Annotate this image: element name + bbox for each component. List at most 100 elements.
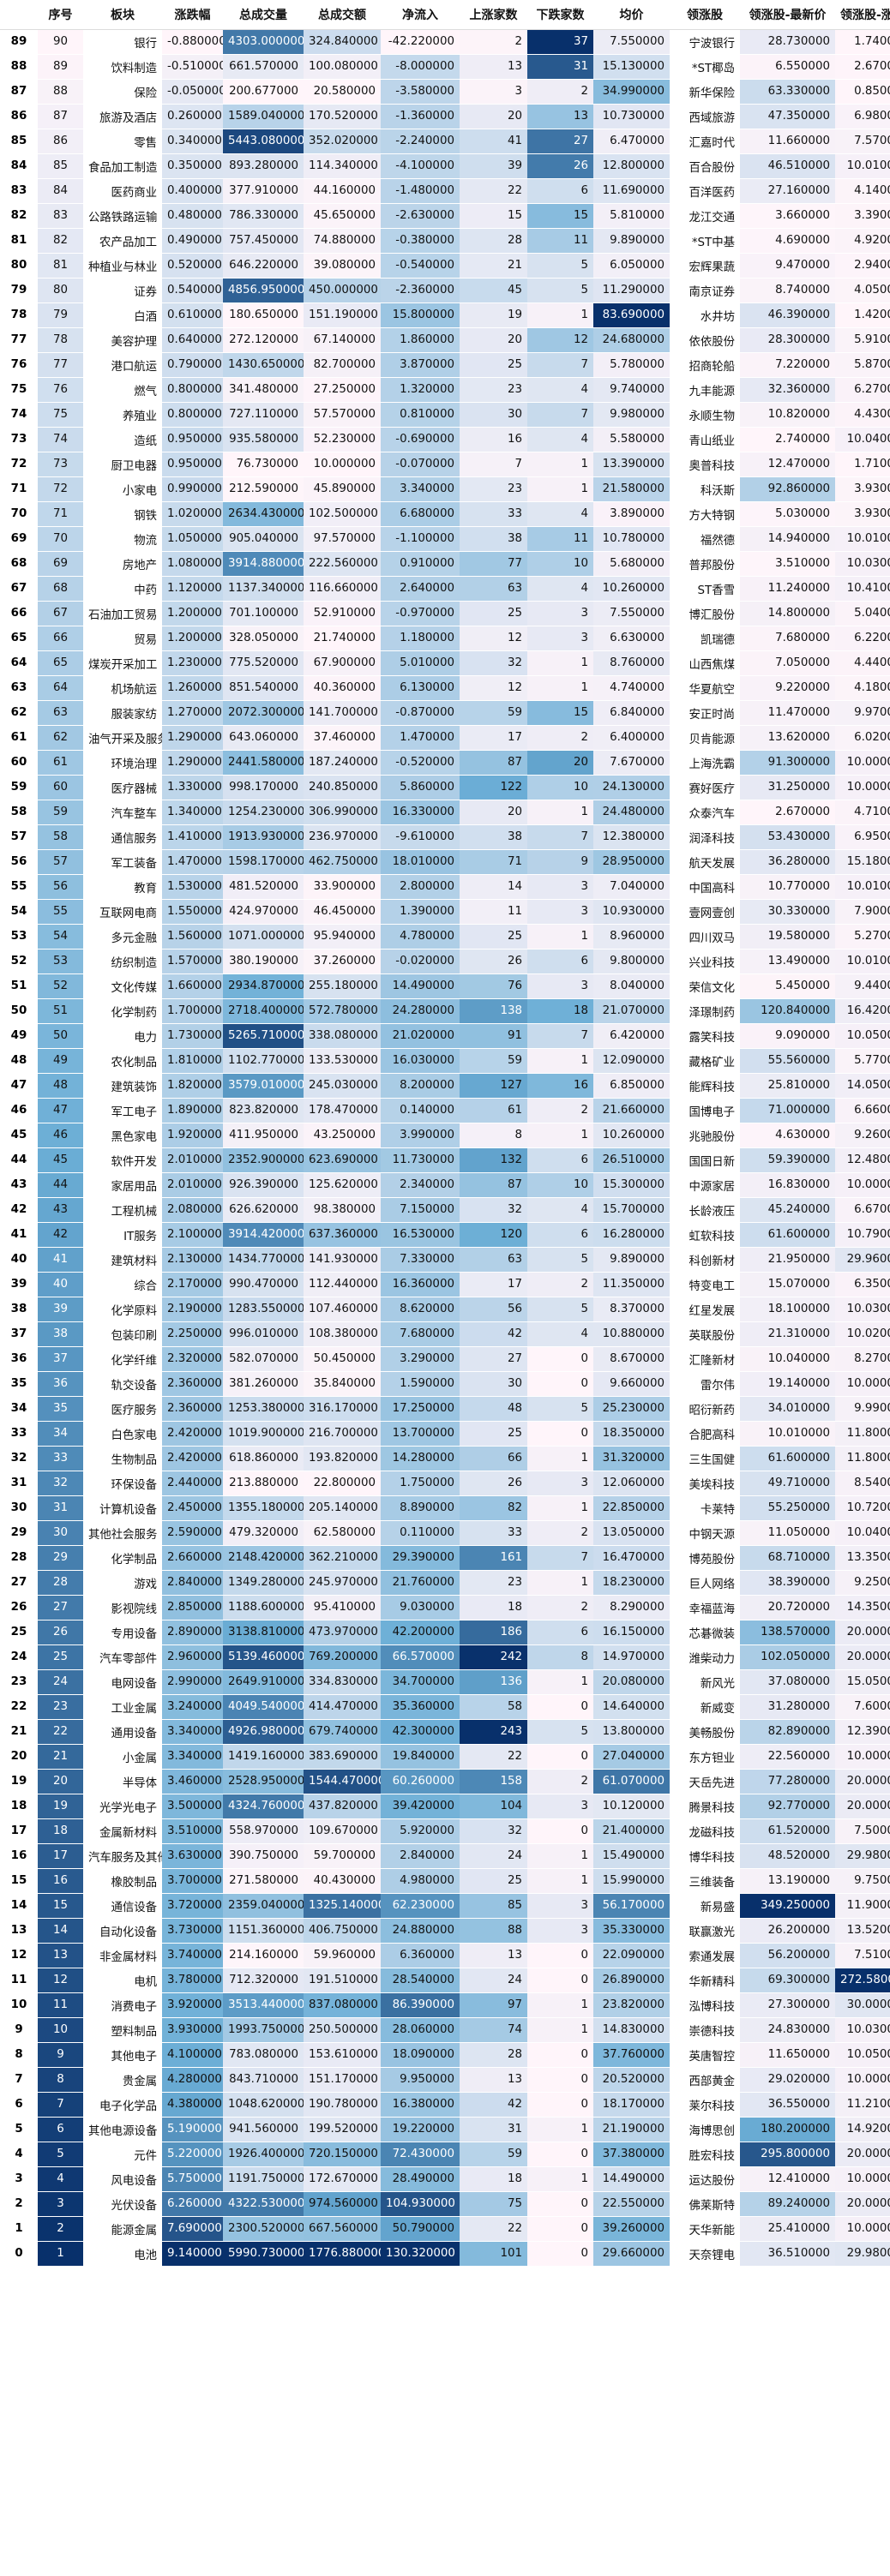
table-row[interactable]: 78 79 白酒 0.610000 180.650000 151.190000 15.800… <box>0 303 890 328</box>
table-row[interactable]: 82 83 公路铁路运输 0.480000 786.330000 45.650000 -2.… <box>0 203 890 229</box>
header-leading-price[interactable]: 领涨股-最新价 <box>740 0 835 30</box>
table-row[interactable]: 31 32 环保设备 2.440000 213.880000 22.800000 1.750… <box>0 1471 890 1496</box>
table-row[interactable]: 74 75 养殖业 0.800000 727.110000 57.570000 0.8100… <box>0 402 890 428</box>
table-row[interactable]: 55 56 教育 1.530000 481.520000 33.900000 2.80000… <box>0 874 890 900</box>
table-row[interactable]: 58 59 汽车整车 1.340000 1254.230000 306.990000 16.… <box>0 800 890 825</box>
table-row[interactable]: 7 8 贵金属 4.280000 843.710000 151.170000 9.95000… <box>0 2067 890 2093</box>
table-row[interactable]: 27 28 游戏 2.840000 1349.280000 245.970000 21.76… <box>0 1570 890 1596</box>
table-row[interactable]: 20 21 小金属 3.340000 1419.160000 383.690000 19.8… <box>0 1744 890 1770</box>
table-row[interactable]: 19 20 半导体 3.460000 2528.950000 1544.470000 60.… <box>0 1769 890 1794</box>
table-row[interactable]: 6 7 电子化学品 4.380000 1048.620000 190.780000 16.3… <box>0 2092 890 2118</box>
table-row[interactable]: 44 45 软件开发 2.010000 2352.900000 623.690000 11.… <box>0 1147 890 1173</box>
table-row[interactable]: 24 25 汽车零部件 2.960000 5139.460000 769.200000 66… <box>0 1644 890 1670</box>
table-row[interactable]: 23 24 电网设备 2.990000 2649.910000 334.830000 34.… <box>0 1669 890 1695</box>
table-row[interactable]: 25 26 专用设备 2.890000 3138.810000 473.970000 42.… <box>0 1620 890 1645</box>
table-row[interactable]: 70 71 钢铁 1.020000 2634.430000 102.500000 6.680… <box>0 501 890 527</box>
table-row[interactable]: 21 22 通用设备 3.340000 4926.980000 679.740000 42.… <box>0 1719 890 1745</box>
table-row[interactable]: 87 88 保险 -0.050000 200.677000 20.580000 -3.580… <box>0 79 890 105</box>
table-row[interactable]: 38 39 化学原料 2.190000 1283.550000 107.460000 8.6… <box>0 1297 890 1322</box>
table-row[interactable]: 61 62 油气开采及服务 1.290000 643.060000 37.460000 1.… <box>0 725 890 751</box>
table-row[interactable]: 35 36 轨交设备 2.360000 381.260000 35.840000 1.590… <box>0 1371 890 1397</box>
table-row[interactable]: 75 76 燃气 0.800000 341.480000 27.250000 1.32000… <box>0 377 890 403</box>
table-row[interactable]: 32 33 生物制品 2.420000 618.860000 193.820000 14.2… <box>0 1446 890 1471</box>
header-rank[interactable]: 序号 <box>38 0 83 30</box>
header-total-amount[interactable]: 总成交额 <box>304 0 381 30</box>
table-row[interactable]: 45 46 黑色家电 1.920000 411.950000 43.250000 3.990… <box>0 1123 890 1148</box>
table-row[interactable]: 14 15 通信设备 3.720000 2359.040000 1325.140000 62… <box>0 1893 890 1919</box>
table-row[interactable]: 49 50 电力 1.730000 5265.710000 338.080000 21.02… <box>0 1023 890 1049</box>
table-row[interactable]: 17 18 金属新材料 3.510000 558.970000 109.670000 5.9… <box>0 1818 890 1844</box>
table-row[interactable]: 1 2 能源金属 7.690000 2300.520000 667.560000 50.79… <box>0 2216 890 2242</box>
header-avg-price[interactable]: 均价 <box>593 0 670 30</box>
table-row[interactable]: 62 63 服装家纺 1.270000 2072.300000 141.700000 -0.… <box>0 700 890 726</box>
table-row[interactable]: 77 78 美容护理 0.640000 272.120000 67.140000 1.860… <box>0 327 890 353</box>
table-row[interactable]: 16 17 汽车服务及其他 3.630000 390.750000 59.700000 2.… <box>0 1843 890 1869</box>
table-row[interactable]: 22 23 工业金属 3.240000 4049.540000 414.470000 35.… <box>0 1694 890 1720</box>
table-row[interactable]: 29 30 其他社会服务 2.590000 479.320000 62.580000 0.1… <box>0 1520 890 1546</box>
table-row[interactable]: 10 11 消费电子 3.920000 3513.440000 837.080000 86.… <box>0 1992 890 2018</box>
table-row[interactable]: 89 90 银行 -0.880000 4303.000000 324.840000 -42.… <box>0 29 890 55</box>
table-row[interactable]: 71 72 小家电 0.990000 212.590000 45.890000 3.3400… <box>0 476 890 502</box>
table-row[interactable]: 81 82 农产品加工 0.490000 757.450000 74.880000 -0.3… <box>0 228 890 254</box>
table-row[interactable]: 41 42 IT服务 2.100000 3914.420000 637.360000 16.… <box>0 1222 890 1248</box>
table-row[interactable]: 12 13 非金属材料 3.740000 214.160000 59.960000 6.36… <box>0 1943 890 1968</box>
table-row[interactable]: 53 54 多元金融 1.560000 1071.000000 95.940000 4.78… <box>0 924 890 950</box>
table-row[interactable]: 80 81 种植业与林业 0.520000 646.220000 39.080000 -0.… <box>0 253 890 279</box>
table-row[interactable]: 46 47 军工电子 1.890000 823.820000 178.470000 0.14… <box>0 1098 890 1123</box>
table-row[interactable]: 79 80 证券 0.540000 4856.950000 450.000000 -2.36… <box>0 278 890 303</box>
table-row[interactable]: 69 70 物流 1.050000 905.040000 97.570000 -1.1000… <box>0 526 890 552</box>
header-sector[interactable]: 板块 <box>83 0 162 30</box>
table-row[interactable]: 33 34 白色家电 2.420000 1019.900000 216.700000 13.… <box>0 1421 890 1447</box>
header-change-pct[interactable]: 涨跌幅 <box>162 0 223 30</box>
table-row[interactable]: 73 74 造纸 0.950000 935.580000 52.230000 -0.6900… <box>0 427 890 452</box>
table-row[interactable]: 0 1 电池 9.140000 5990.730000 1776.880000 130.32… <box>0 2241 890 2267</box>
header-down-count[interactable]: 下跌家数 <box>527 0 593 30</box>
table-row[interactable]: 76 77 港口航运 0.790000 1430.650000 82.700000 3.87… <box>0 352 890 378</box>
table-row[interactable]: 15 16 橡胶制品 3.700000 271.580000 40.430000 4.980… <box>0 1868 890 1894</box>
table-row[interactable]: 59 60 医疗器械 1.330000 998.170000 240.850000 5.86… <box>0 775 890 800</box>
table-row[interactable]: 43 44 家居用品 2.010000 926.390000 125.620000 2.34… <box>0 1172 890 1198</box>
table-row[interactable]: 37 38 包装印刷 2.250000 996.010000 108.380000 7.68… <box>0 1321 890 1347</box>
table-row[interactable]: 47 48 建筑装饰 1.820000 3579.010000 245.030000 8.2… <box>0 1073 890 1099</box>
table-row[interactable]: 42 43 工程机械 2.080000 626.620000 98.380000 7.150… <box>0 1197 890 1223</box>
header-total-volume[interactable]: 总成交量 <box>223 0 304 30</box>
table-row[interactable]: 83 84 医药商业 0.400000 377.910000 44.160000 -1.48… <box>0 178 890 204</box>
table-row[interactable]: 60 61 环境治理 1.290000 2441.580000 187.240000 -0.… <box>0 750 890 776</box>
table-row[interactable]: 86 87 旅游及酒店 0.260000 1589.040000 170.520000 -1… <box>0 104 890 129</box>
header-leading-stock[interactable]: 领涨股 <box>670 0 740 30</box>
table-row[interactable]: 8 9 其他电子 4.100000 783.080000 153.610000 18.090… <box>0 2042 890 2068</box>
table-row[interactable]: 50 51 化学制药 1.700000 2718.400000 572.780000 24.… <box>0 998 890 1024</box>
table-row[interactable]: 51 52 文化传媒 1.660000 2934.870000 255.180000 14.… <box>0 973 890 999</box>
table-row[interactable]: 88 89 饮料制造 -0.510000 661.570000 100.080000 -8.… <box>0 54 890 80</box>
table-row[interactable]: 11 12 电机 3.780000 712.320000 191.510000 28.540… <box>0 1968 890 1993</box>
table-row[interactable]: 67 68 中药 1.120000 1137.340000 116.660000 2.640… <box>0 576 890 602</box>
table-row[interactable]: 65 66 贸易 1.200000 328.050000 21.740000 1.18000… <box>0 626 890 651</box>
table-row[interactable]: 56 57 军工装备 1.470000 1598.170000 462.750000 18.… <box>0 849 890 875</box>
table-row[interactable]: 48 49 农化制品 1.810000 1102.770000 133.530000 16.… <box>0 1048 890 1074</box>
table-row[interactable]: 13 14 自动化设备 3.730000 1151.360000 406.750000 24… <box>0 1918 890 1944</box>
table-row[interactable]: 3 4 风电设备 5.750000 1191.750000 172.670000 28.49… <box>0 2166 890 2192</box>
table-row[interactable]: 68 69 房地产 1.080000 3914.880000 222.560000 0.91… <box>0 551 890 577</box>
table-row[interactable]: 72 73 厨卫电器 0.950000 76.730000 10.000000 -0.070… <box>0 452 890 477</box>
table-row[interactable]: 30 31 计算机设备 2.450000 1355.180000 205.140000 8.… <box>0 1495 890 1521</box>
table-row[interactable]: 4 5 元件 5.220000 1926.400000 720.150000 72.4300… <box>0 2142 890 2167</box>
table-row[interactable]: 39 40 综合 2.170000 990.470000 112.440000 16.360… <box>0 1272 890 1297</box>
table-row[interactable]: 5 6 其他电源设备 5.190000 941.560000 199.520000 19.2… <box>0 2117 890 2142</box>
table-row[interactable]: 54 55 互联网电商 1.550000 424.970000 46.450000 1.39… <box>0 899 890 925</box>
table-row[interactable]: 40 41 建筑材料 2.130000 1434.770000 141.930000 7.3… <box>0 1247 890 1273</box>
table-row[interactable]: 2 3 光伏设备 6.260000 4322.530000 974.560000 104.9… <box>0 2191 890 2217</box>
table-row[interactable]: 28 29 化学制品 2.660000 2148.420000 362.210000 29.… <box>0 1545 890 1571</box>
table-row[interactable]: 36 37 化学纤维 2.320000 582.070000 50.450000 3.290… <box>0 1346 890 1372</box>
header-net-inflow[interactable]: 净流入 <box>381 0 460 30</box>
table-row[interactable]: 26 27 影视院线 2.850000 1188.600000 95.410000 9.03… <box>0 1595 890 1620</box>
table-row[interactable]: 64 65 煤炭开采加工 1.230000 775.520000 67.900000 5.0… <box>0 650 890 676</box>
header-up-count[interactable]: 上涨家数 <box>460 0 527 30</box>
header-leading-change[interactable]: 领涨股-涨跌幅 <box>835 0 890 30</box>
table-row[interactable]: 63 64 机场航运 1.260000 851.540000 40.360000 6.130… <box>0 675 890 701</box>
table-row[interactable]: 84 85 食品加工制造 0.350000 893.280000 114.340000 -4… <box>0 153 890 179</box>
table-row[interactable]: 85 86 零售 0.340000 5443.080000 352.020000 -2.24… <box>0 129 890 154</box>
table-row[interactable]: 9 10 塑料制品 3.930000 1993.750000 250.500000 28.0… <box>0 2017 890 2043</box>
table-row[interactable]: 18 19 光学光电子 3.500000 4324.760000 437.820000 39… <box>0 1794 890 1819</box>
table-row[interactable]: 57 58 通信服务 1.410000 1913.930000 236.970000 -9.… <box>0 824 890 850</box>
table-row[interactable]: 52 53 纺织制造 1.570000 380.190000 37.260000 -0.02… <box>0 949 890 974</box>
